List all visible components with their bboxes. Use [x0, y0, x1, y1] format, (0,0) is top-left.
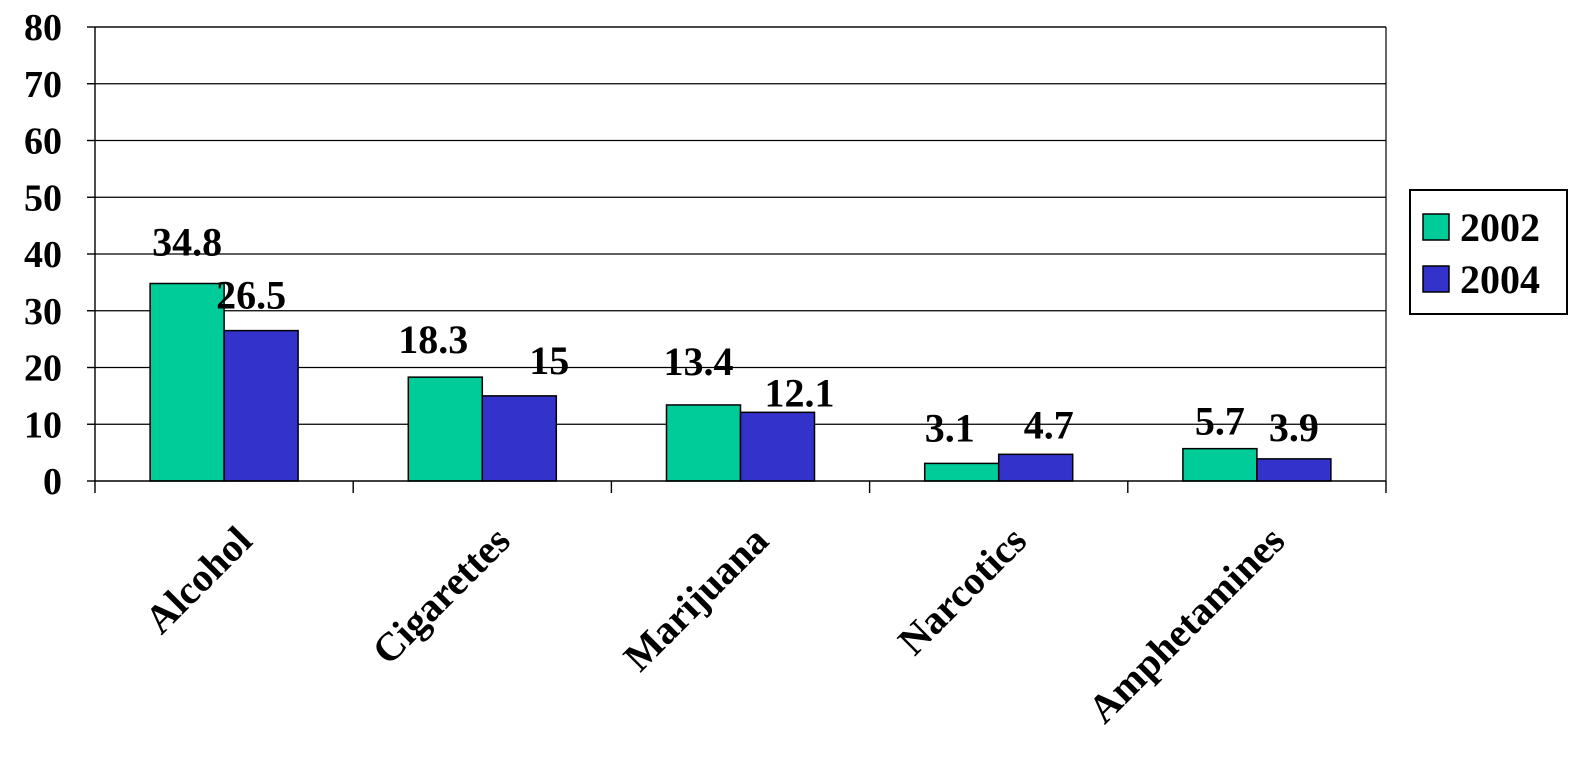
y-tick-label: 10 [24, 404, 62, 446]
category-label: Narcotics [889, 518, 1035, 664]
bar-2004-alcohol [223, 329, 299, 482]
y-tick-label: 70 [24, 64, 62, 106]
data-label: 15 [529, 338, 569, 383]
data-labels: 34.8 26.5 18.3 15 13.4 12.1 3.1 4.7 5.7 3.9 [152, 220, 1319, 451]
data-label: 5.7 [1195, 399, 1245, 444]
bar-2004-narcotics [997, 453, 1074, 482]
legend-label: 2002 [1460, 205, 1540, 250]
category-label: Amphetamines [1079, 518, 1293, 732]
category-label: Cigarettes [363, 518, 518, 673]
data-label: 13.4 [664, 339, 734, 384]
legend-box [1409, 189, 1568, 315]
gridlines [95, 26, 1386, 425]
legend: 2002 2004 [1409, 189, 1568, 315]
category-labels: Alcohol Cigarettes Marijuana Narcotics Amphe… [136, 518, 1293, 732]
data-label: 3.1 [925, 405, 975, 450]
legend-swatch [1422, 265, 1450, 293]
y-tick-label: 20 [24, 348, 62, 390]
bar-2004-amphetamines [1256, 458, 1332, 482]
data-label: 12.1 [765, 370, 835, 415]
y-tick-label: 0 [43, 461, 62, 503]
data-label: 4.7 [1024, 402, 1074, 447]
y-tick-label: 50 [24, 177, 62, 219]
bars [149, 282, 1332, 482]
y-tick-label: 30 [24, 291, 62, 333]
data-label: 26.5 [216, 273, 286, 318]
bar-2002-narcotics [923, 462, 1000, 482]
data-label: 18.3 [398, 317, 468, 362]
legend-label: 2004 [1460, 257, 1540, 302]
y-tick-labels: 0 10 20 30 40 50 60 70 80 [24, 7, 62, 503]
bar-2004-cigarettes [481, 395, 558, 482]
category-label: Marijuana [615, 518, 777, 680]
y-tick-label: 60 [24, 121, 62, 163]
data-label: 34.8 [152, 220, 222, 265]
legend-swatch [1422, 213, 1450, 241]
bar-2004-marijuana [739, 411, 816, 482]
bar-2002-alcohol [149, 282, 225, 482]
axes [87, 26, 1387, 493]
category-label: Alcohol [136, 518, 261, 643]
bar-2002-amphetamines [1182, 447, 1258, 482]
y-tick-label: 80 [24, 7, 62, 49]
data-label: 3.9 [1269, 405, 1319, 450]
bar-2002-cigarettes [407, 376, 484, 482]
y-tick-label: 40 [24, 234, 62, 276]
bar-2002-marijuana [665, 404, 742, 482]
